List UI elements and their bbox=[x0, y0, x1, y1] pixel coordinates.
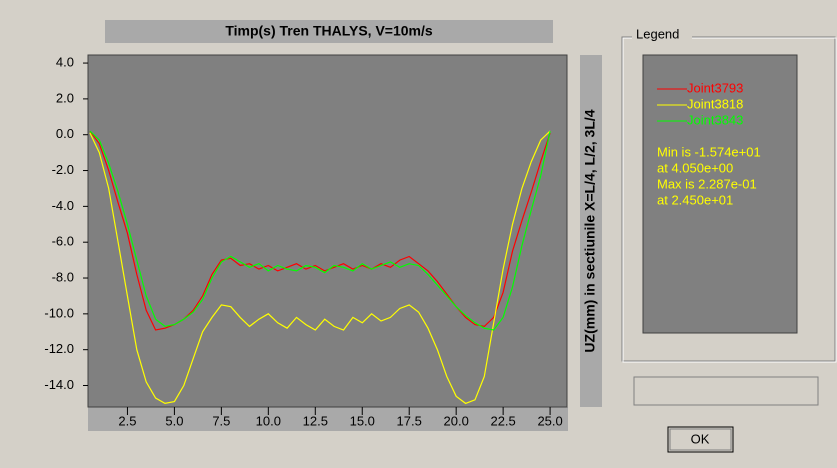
y-tick-label: 0.0 bbox=[56, 126, 74, 141]
x-tick-label: 22.5 bbox=[490, 413, 515, 428]
y-tick-label: -10.0 bbox=[44, 305, 74, 320]
legend-entry: Joint3793 bbox=[687, 80, 743, 95]
legend-group bbox=[621, 36, 836, 362]
plot-area bbox=[87, 54, 568, 408]
x-tick-label: 2.5 bbox=[118, 413, 136, 428]
x-tick-label: 17.5 bbox=[397, 413, 422, 428]
legend-info: Min is -1.574e+01 bbox=[657, 144, 761, 159]
y-tick-label: -14.0 bbox=[44, 377, 74, 392]
x-tick-label: 20.0 bbox=[444, 413, 469, 428]
ok-label[interactable]: OK bbox=[691, 431, 710, 446]
y-tick-label: -6.0 bbox=[52, 234, 74, 249]
legend-info: at 4.050e+00 bbox=[657, 160, 733, 175]
title-bar bbox=[105, 20, 553, 43]
legend-title-bg bbox=[632, 28, 692, 44]
y-label-bar bbox=[580, 55, 602, 407]
chart-title: Timp(s) Tren THALYS, V=10m/s bbox=[225, 23, 433, 39]
y-tick-label: -12.0 bbox=[44, 341, 74, 356]
y-tick-label: -8.0 bbox=[52, 269, 74, 284]
ok-button-inner bbox=[669, 428, 732, 451]
legend-info: at 2.450e+01 bbox=[657, 192, 733, 207]
status-box bbox=[633, 376, 819, 406]
y-axis-label: UZ(mm) in sectiunile X=L/4, L/2, 3L/4 bbox=[582, 109, 598, 352]
x-tick-label: 5.0 bbox=[165, 413, 183, 428]
series-line bbox=[89, 130, 551, 405]
y-tick-label: 4.0 bbox=[56, 54, 74, 69]
y-tick-label: -4.0 bbox=[52, 198, 74, 213]
legend-info: Max is 2.287e-01 bbox=[657, 176, 757, 191]
x-tick-label: 10.0 bbox=[256, 413, 281, 428]
x-tick-label: 25.0 bbox=[537, 413, 562, 428]
legend-panel bbox=[642, 54, 798, 334]
legend-entry: Joint3843 bbox=[687, 112, 743, 127]
x-axis-bar bbox=[88, 407, 568, 431]
ok-button[interactable] bbox=[667, 426, 734, 453]
legend-group-highlight bbox=[622, 37, 837, 363]
x-tick-label: 7.5 bbox=[212, 413, 230, 428]
y-tick-label: 2.0 bbox=[56, 90, 74, 105]
y-tick-label: -2.0 bbox=[52, 162, 74, 177]
series-line bbox=[89, 130, 551, 331]
series-line bbox=[89, 130, 551, 331]
x-tick-label: 12.5 bbox=[303, 413, 328, 428]
x-tick-label: 15.0 bbox=[350, 413, 375, 428]
legend-title: Legend bbox=[636, 26, 679, 41]
legend-entry: Joint3818 bbox=[687, 96, 743, 111]
